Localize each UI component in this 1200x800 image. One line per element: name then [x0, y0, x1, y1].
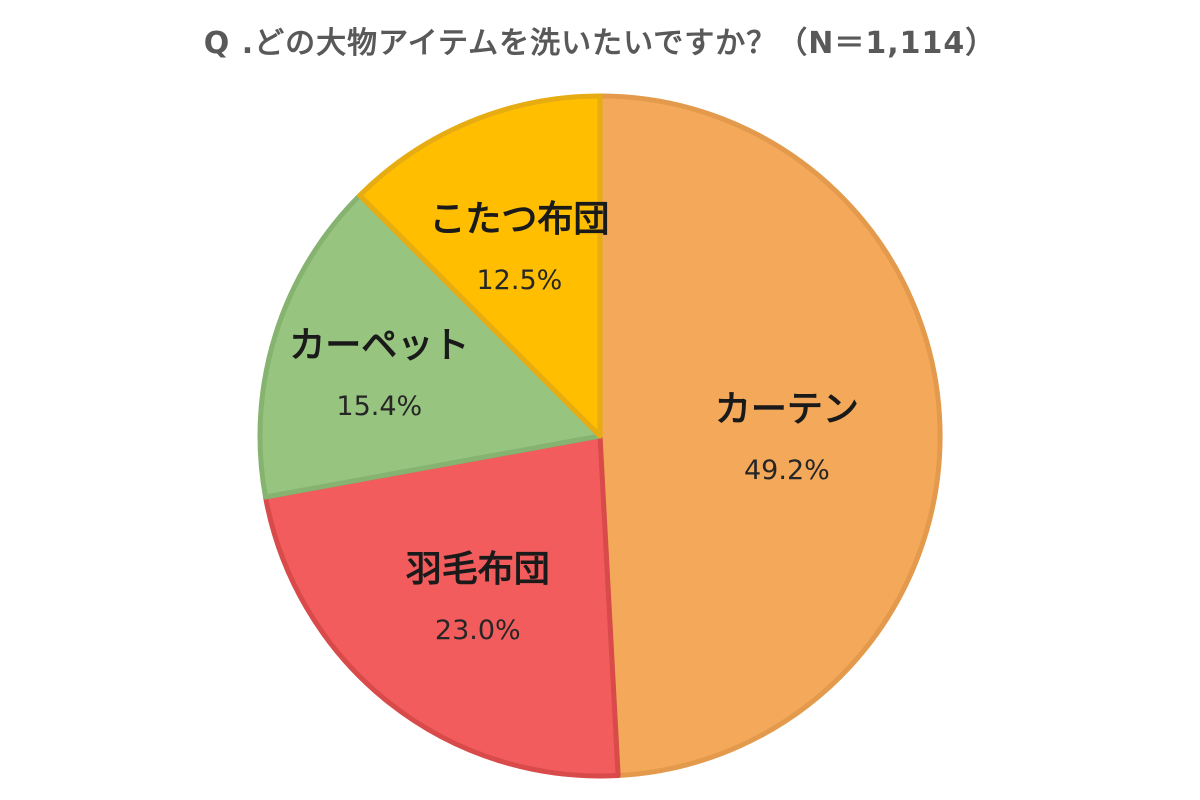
pie-slice [597, 93, 943, 779]
pie-slice [257, 192, 603, 500]
slice-label: 羽毛布団 [406, 549, 550, 590]
slice-label: カーペット [289, 325, 469, 366]
pie-slice [357, 93, 603, 439]
slice-value-label: 15.4% [336, 391, 422, 422]
pie-slice [263, 433, 621, 779]
pie-slices [257, 93, 943, 779]
slice-label: カーテン [715, 389, 859, 430]
slice-value-label: 12.5% [477, 265, 563, 296]
pie-labels: カーテン 49.2% 羽毛布団 23.0% カーペット 15.4% こたつ布団 12.5% [289, 199, 859, 646]
slice-value-label: 23.0% [435, 615, 521, 646]
slice-label: こたつ布団 [429, 199, 609, 240]
slice-value-label: 49.2% [744, 455, 830, 486]
chart-title: Q .どの大物アイテムを洗いたいですか？（N＝1,114） [203, 26, 997, 61]
